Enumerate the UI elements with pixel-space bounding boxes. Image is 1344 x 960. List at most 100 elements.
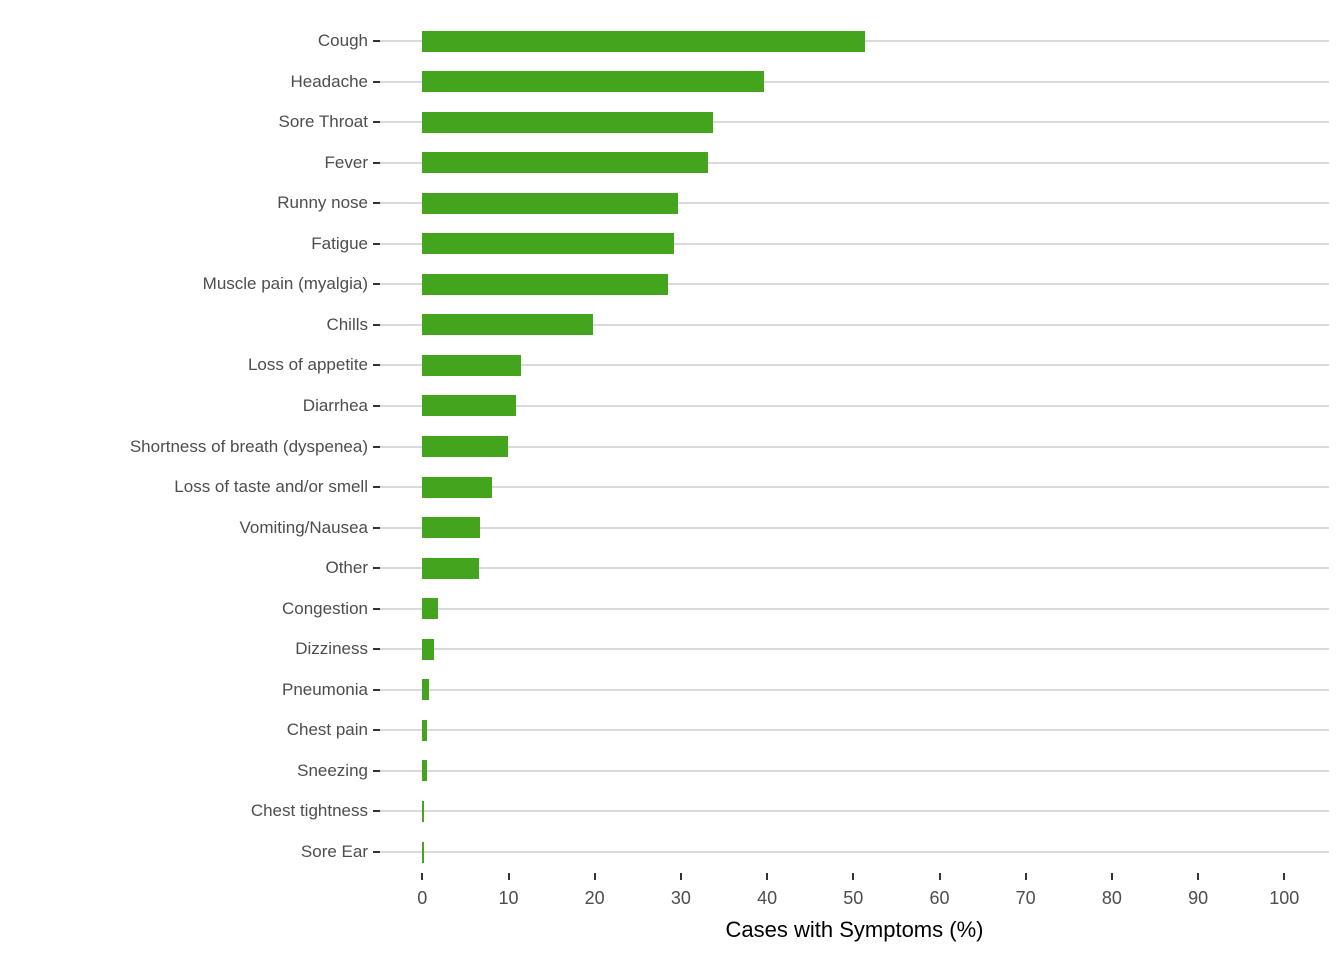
x-axis-tick [507,873,510,880]
bar-fatigue [422,233,674,255]
y-axis-tick [373,364,380,367]
y-axis-tick [373,161,380,164]
bar-chest-pain [422,719,428,741]
y-axis-tick [373,80,380,83]
y-axis-tick [373,445,380,448]
y-axis-label: Muscle pain (myalgia) [202,274,368,294]
y-axis-label: Runny nose [277,193,368,213]
y-axis-label: Cough [317,31,368,50]
bar-cough [422,30,865,52]
bar-chills [422,314,593,336]
x-axis-tick [679,873,682,880]
bar-sneezing [422,760,427,782]
x-axis-tick [852,873,855,880]
category-gridline [380,283,1329,286]
y-axis-label: Dizziness [295,639,368,659]
y-axis-tick [373,810,380,813]
y-axis-tick [373,851,380,853]
y-axis-tick [373,202,380,205]
x-axis-tick-label: 10 [498,888,519,908]
y-axis-label: Sore Ear [300,842,368,861]
category-gridline [380,526,1329,529]
x-axis-tick [1110,873,1113,880]
category-gridline [380,688,1329,691]
x-axis-tick-label: 50 [843,888,864,908]
x-axis-tick [593,873,596,880]
x-axis-tick [1283,873,1286,880]
y-axis-tick [373,769,380,772]
bar-shortness-of-breath-dyspenea- [422,436,509,457]
y-axis-tick [373,283,380,286]
bar-dizziness [422,638,434,660]
bar-chest-tightness [422,800,424,822]
y-axis-tick [373,648,380,651]
x-axis-tick-label: 0 [417,888,428,908]
x-axis-tick [766,873,769,880]
category-gridline [380,851,1329,853]
x-axis-tick-label: 60 [929,888,950,908]
category-gridline [380,810,1329,813]
x-axis-tick [1197,873,1200,880]
y-axis-label: Pneumonia [281,679,368,699]
y-axis-label: Headache [290,71,368,91]
category-gridline [380,242,1329,245]
y-axis-label: Fever [324,152,368,172]
y-axis-tick [373,526,380,529]
bar-sore-throat [422,111,713,133]
y-axis-label: Loss of taste and/or smell [174,477,368,497]
y-axis-label: Fatigue [311,233,368,253]
x-axis-tick-label: 90 [1188,888,1209,908]
category-gridline [380,364,1329,367]
y-axis-tick [373,323,380,326]
bar-congestion [422,598,438,620]
category-gridline [380,729,1329,732]
x-axis-tick-label: 100 [1269,888,1300,908]
x-axis-tick [1024,873,1027,880]
y-axis-label: Chest tightness [250,801,368,821]
plot-panel [380,17,1329,876]
bar-other [422,557,480,579]
y-axis-tick [373,486,380,489]
category-gridline [380,80,1329,83]
bar-fever [422,152,709,174]
y-axis-label: Sore Throat [278,112,368,132]
bar-loss-of-taste-and-or-smell [422,476,493,498]
category-gridline [380,404,1329,407]
x-axis-tick-label: 80 [1101,888,1122,908]
y-axis-label: Loss of appetite [247,355,368,375]
y-axis-label: Other [325,558,368,578]
category-gridline [380,567,1329,570]
y-axis-label: Shortness of breath (dyspenea) [129,436,368,456]
y-axis-tick [373,404,380,407]
category-gridline [380,648,1329,651]
bar-loss-of-appetite [422,354,522,376]
y-axis-label: Chest pain [286,720,368,740]
bar-headache [422,71,764,93]
x-axis-tick-label: 20 [584,888,605,908]
category-gridline [380,607,1329,610]
y-axis-tick [373,40,380,42]
x-axis-tick-label: 30 [670,888,691,908]
x-axis-tick [938,873,941,880]
bar-pneumonia [422,679,429,701]
category-gridline [380,121,1329,124]
y-axis-label: Congestion [281,598,368,618]
y-axis-tick [373,688,380,691]
bar-vomiting-nausea [422,517,481,539]
category-gridline [380,486,1329,489]
y-axis-label: Sneezing [297,760,368,780]
x-axis-tick-label: 70 [1015,888,1036,908]
category-gridline [380,323,1329,326]
y-axis-label: Chills [326,314,368,334]
y-axis-tick [373,121,380,124]
x-axis-tick-label: 40 [757,888,778,908]
y-axis-label: Vomiting/Nausea [239,517,368,537]
category-gridline [380,769,1329,772]
x-axis-tick [421,873,424,880]
y-axis-tick [373,242,380,245]
bar-diarrhea [422,395,517,417]
x-axis-title: Cases with Symptoms (%) [725,917,984,942]
bar-sore-ear [422,841,424,863]
y-axis-tick [373,729,380,732]
